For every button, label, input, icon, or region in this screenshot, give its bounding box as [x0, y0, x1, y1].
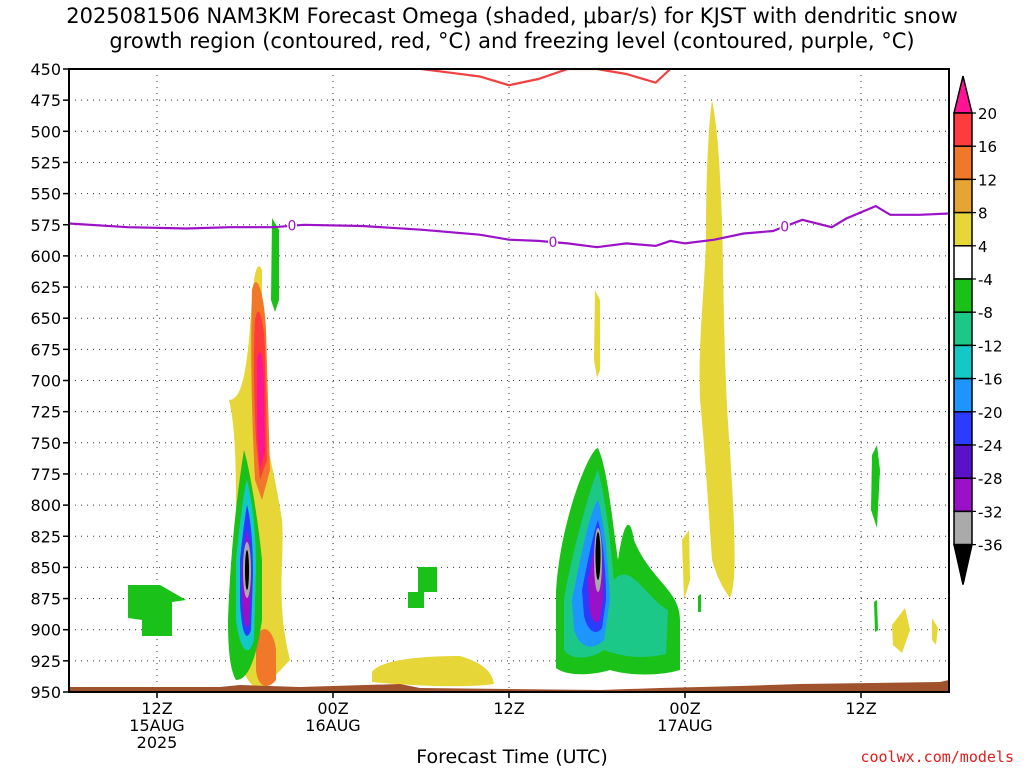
- omega-orange-region-low: [256, 629, 276, 686]
- dendritic-growth-layer: [420, 69, 672, 87]
- y-tick-label: 750: [30, 434, 61, 453]
- y-tick-label: 875: [30, 590, 61, 609]
- gridlines: [69, 69, 949, 692]
- ground-surface: [69, 680, 949, 692]
- colorbar-label: 12: [978, 171, 997, 189]
- colorbar-box: [953, 245, 973, 280]
- colorbar-box: [953, 311, 973, 347]
- colorbar-label: 20: [978, 105, 997, 123]
- chart-title: 2025081506 NAM3KM Forecast Omega (shaded…: [0, 4, 1024, 54]
- colorbar-label: -12: [978, 337, 1003, 355]
- x-tick-label: 12Z: [845, 699, 876, 718]
- colorbar-label: -20: [978, 404, 1003, 422]
- title-line-1: 2025081506 NAM3KM Forecast Omega (shaded…: [66, 4, 958, 28]
- freezing-level-line: [69, 204, 949, 249]
- y-tick-label: 650: [30, 309, 61, 328]
- y-tick-label: 525: [30, 153, 61, 172]
- x-tick-label: 17AUG: [657, 716, 712, 735]
- freezing-level-label: 0: [780, 219, 789, 235]
- omega-green-patch: [698, 594, 701, 612]
- x-tick-label: 12Z: [493, 699, 524, 718]
- freezing-label-bg: [779, 218, 790, 233]
- credit-text: coolwx.com/models: [860, 748, 1014, 766]
- colorbar-box: [953, 477, 973, 513]
- colorbar-label: -36: [978, 537, 1003, 555]
- x-tick-label: 00Z: [317, 699, 348, 718]
- omega-shading: [69, 100, 949, 692]
- y-tick-label: 925: [30, 652, 61, 671]
- colorbar-label: -4: [978, 271, 993, 289]
- x-tick-label: 2025: [137, 733, 178, 752]
- y-tick-label: 900: [30, 621, 61, 640]
- y-axis: 450 475 500 525 550 575 600 625 650 675 700 725 750 7…: [30, 60, 69, 702]
- omega-green-patch: [871, 445, 880, 528]
- y-tick-label: 600: [30, 247, 61, 266]
- colorbar-box: [953, 444, 973, 479]
- colorbar-max-triangle: [953, 75, 973, 114]
- colorbar: 20 16 12 8 4 -4 -8 -12 -16 -20 -24 -28 -32 -36: [953, 75, 1003, 585]
- colorbar-box: [953, 178, 973, 214]
- colorbar-min-triangle: [953, 543, 973, 585]
- y-tick-label: 675: [30, 340, 61, 359]
- title-line-2: growth region (contoured, red, °C) and f…: [109, 29, 915, 53]
- y-tick-label: 850: [30, 558, 61, 577]
- colorbar-label: 16: [978, 138, 997, 156]
- colorbar-box: [953, 278, 973, 313]
- y-tick-label: 450: [30, 60, 61, 79]
- colorbar-box: [953, 377, 973, 413]
- x-tick-label: 00Z: [669, 699, 700, 718]
- dendritic-growth-line: [420, 69, 672, 87]
- x-tick-label: 16AUG: [305, 716, 360, 735]
- omega-black-core: [595, 532, 601, 580]
- y-tick-label: 775: [30, 465, 61, 484]
- omega-magenta-region: [257, 351, 265, 470]
- colorbar-label: 4: [978, 238, 988, 256]
- y-tick-label: 550: [30, 185, 61, 204]
- omega-yellow-patch: [682, 530, 690, 600]
- y-tick-label: 800: [30, 496, 61, 515]
- y-tick-label: 825: [30, 527, 61, 546]
- colorbar-label: -32: [978, 503, 1003, 521]
- colorbar-box: [953, 112, 973, 147]
- colorbar-label: -28: [978, 470, 1003, 488]
- freezing-label-bg: [548, 234, 558, 249]
- colorbar-box: [953, 344, 973, 380]
- omega-yellow-patch: [372, 656, 494, 687]
- colorbar-label: -24: [978, 437, 1003, 455]
- colorbar-label: -8: [978, 304, 993, 322]
- y-tick-label: 625: [30, 278, 61, 297]
- y-tick-label: 500: [30, 122, 61, 141]
- colorbar-box: [953, 211, 973, 247]
- colorbar-box: [953, 145, 973, 181]
- freezing-level-label: 0: [287, 219, 296, 235]
- y-tick-label: 725: [30, 403, 61, 422]
- y-tick-label: 700: [30, 372, 61, 391]
- freezing-level-label: 0: [549, 235, 558, 251]
- omega-green-patch: [408, 567, 437, 608]
- x-tick-label: 15AUG: [129, 716, 184, 735]
- omega-yellow-patch: [892, 608, 910, 653]
- y-tick-label: 950: [30, 683, 61, 702]
- freezing-level-layer: 0 0 0: [69, 204, 949, 251]
- colorbar-box: [953, 510, 973, 546]
- omega-green-patch: [874, 600, 878, 632]
- omega-black-core: [245, 550, 249, 590]
- omega-green-patch: [271, 218, 279, 312]
- omega-yellow-plume: [699, 100, 735, 598]
- y-tick-label: 575: [30, 216, 61, 235]
- omega-yellow-patch: [594, 290, 600, 378]
- omega-green-patch: [128, 585, 186, 636]
- x-tick-label: 12Z: [141, 699, 172, 718]
- x-axis-label: Forecast Time (UTC): [416, 746, 608, 768]
- omega-yellow-patch: [932, 618, 938, 645]
- colorbar-label: 8: [978, 205, 988, 223]
- freezing-label-bg: [286, 217, 297, 232]
- y-tick-label: 475: [30, 91, 61, 110]
- colorbar-box: [953, 411, 973, 446]
- colorbar-label: -16: [978, 371, 1003, 389]
